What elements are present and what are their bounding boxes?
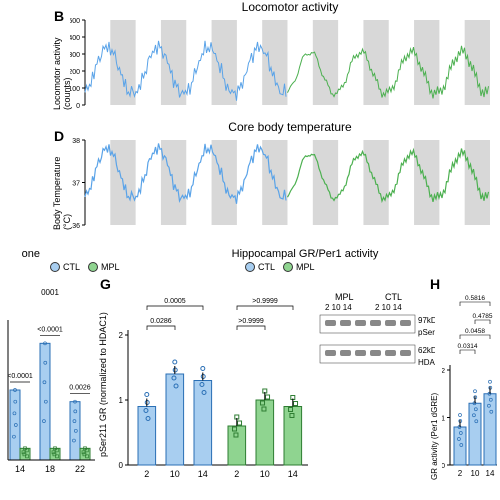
svg-text:10: 10: [471, 469, 480, 478]
svg-text:0.0026: 0.0026: [69, 385, 91, 392]
blot2: HDAC1: [418, 358, 435, 367]
svg-text:10: 10: [260, 469, 270, 479]
svg-text:<0.0001: <0.0001: [7, 373, 33, 380]
panel-h-label: H: [430, 276, 440, 292]
svg-text:>0.9999: >0.9999: [238, 318, 264, 325]
svg-text:0.0005: 0.0005: [164, 298, 186, 305]
svg-text:14: 14: [15, 464, 25, 474]
gel-ctl-label: CTL: [385, 292, 402, 302]
svg-text:14: 14: [486, 469, 495, 478]
svg-text:100: 100: [70, 86, 80, 93]
temp-title: Core body temperature: [140, 120, 440, 134]
ctl-dot2: [245, 262, 255, 272]
svg-text:10: 10: [170, 469, 180, 479]
svg-text:2: 2: [119, 331, 124, 340]
activity-ylabel: GR activity (Per1 dGRE): [430, 380, 439, 480]
svg-text:2: 2: [144, 469, 149, 479]
svg-text:0: 0: [119, 461, 124, 470]
svg-text:>0.9999: >0.9999: [252, 298, 278, 305]
svg-text:500: 500: [70, 18, 80, 25]
temp-ylabel: Body Temperature (°C): [52, 140, 72, 230]
svg-text:2: 2: [442, 368, 445, 375]
svg-text:0.0314: 0.0314: [458, 343, 478, 350]
bar-g: 0 1 2 2 2 10 10 14 14 0.0286 0.0005 >0.9999 >0.9999: [118, 280, 318, 480]
svg-text:2: 2: [234, 469, 239, 479]
svg-text:14: 14: [198, 469, 208, 479]
locomotor-ylabel: Locomotor activity (counts): [52, 20, 72, 110]
blot1: pSer211 GR: [418, 328, 435, 337]
gr-ylabel: pSer211 GR (normalized to HDAC1): [98, 310, 108, 460]
temp-chart: 36 37 38: [70, 135, 495, 235]
ctl-label2: CTL: [258, 262, 275, 272]
svg-text:22: 22: [75, 464, 85, 474]
kda62: 62kDa: [418, 346, 435, 355]
ctl-dot: [50, 262, 60, 272]
svg-text:1: 1: [119, 396, 124, 405]
locomotor-title: Locomotor activity: [140, 0, 440, 14]
svg-text:2: 2: [458, 469, 463, 478]
svg-text:14: 14: [288, 469, 298, 479]
svg-text:2 10 14: 2 10 14: [375, 303, 402, 312]
mpl-label2: MPL: [296, 262, 315, 272]
hippo-title: Hippocampal GR/Per1 activity: [175, 248, 435, 260]
svg-text:200: 200: [70, 69, 80, 76]
svg-text:0.0286: 0.0286: [150, 318, 172, 325]
svg-text:300: 300: [70, 52, 80, 59]
bar-h: 0 1 2 2 10 14 0.0314 0.0458 0.4785 0.5816: [442, 280, 500, 480]
cort-bars: 14 <0.0001 18 <0.0001 22 0.0026 0001: [0, 280, 100, 480]
legend-left: CTL MPL: [50, 262, 120, 272]
svg-text:0.0458: 0.0458: [465, 328, 485, 335]
svg-text:18: 18: [45, 464, 55, 474]
cort-title: one: [0, 248, 40, 260]
svg-text:38: 38: [72, 138, 80, 145]
mpl-dot2: [283, 262, 293, 272]
svg-text:0001: 0001: [41, 288, 59, 297]
svg-text:1: 1: [442, 416, 445, 423]
svg-text:400: 400: [70, 35, 80, 42]
svg-text:0: 0: [442, 463, 445, 470]
svg-text:0.4785: 0.4785: [473, 313, 493, 320]
svg-text:36: 36: [72, 223, 80, 230]
svg-text:0.5816: 0.5816: [465, 295, 485, 302]
svg-text:2 10 14: 2 10 14: [325, 303, 352, 312]
svg-text:37: 37: [72, 181, 80, 188]
gel-mpl-label: MPL: [335, 292, 354, 302]
locomotor-chart: 0 100 200 300 400 500: [70, 15, 495, 115]
mpl-dot: [88, 262, 98, 272]
western-blot: MPL CTL 2 10 14 2 10 14 97kDa pSer211 GR…: [305, 290, 435, 380]
kda97: 97kDa: [418, 316, 435, 325]
panel-g-label: G: [100, 276, 111, 292]
ctl-label: CTL: [63, 262, 80, 272]
mpl-label: MPL: [101, 262, 120, 272]
svg-text:0: 0: [76, 103, 80, 110]
svg-text:<0.0001: <0.0001: [37, 326, 63, 333]
legend-right: CTL MPL: [245, 262, 315, 272]
